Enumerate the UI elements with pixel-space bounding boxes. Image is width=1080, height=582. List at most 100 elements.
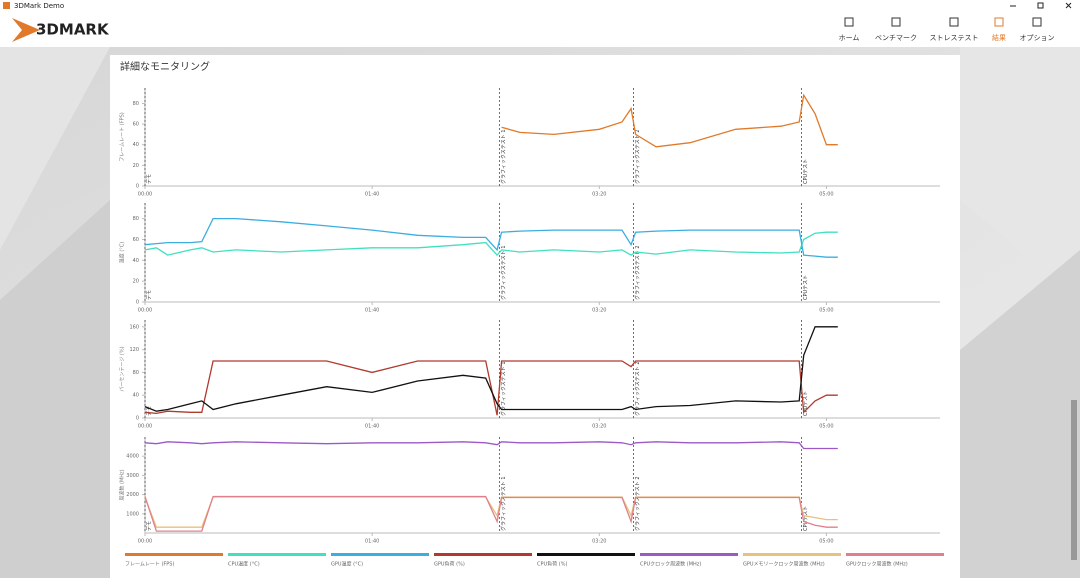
y-tick-label: 20 bbox=[133, 163, 139, 169]
y-tick-label: 80 bbox=[133, 101, 139, 107]
nav-icon[interactable] bbox=[1032, 17, 1042, 27]
y-tick-label: 60 bbox=[133, 122, 139, 128]
legend-label[interactable]: GPUクロック周波数 (MHz) bbox=[846, 561, 908, 568]
legend-swatch[interactable] bbox=[331, 553, 429, 556]
y-tick-label: 2000 bbox=[126, 492, 139, 498]
marker-label: CPUテスト bbox=[803, 391, 809, 416]
marker-label: デモ bbox=[146, 406, 153, 416]
marker-label: CPUテスト bbox=[803, 159, 809, 184]
series-line bbox=[144, 231, 838, 257]
legend-label[interactable]: フレームレート (FPS) bbox=[125, 562, 174, 568]
marker-label: グラフィックステスト 1 bbox=[500, 245, 507, 300]
x-tick-label: 01:40 bbox=[365, 192, 379, 198]
y-tick-label: 20 bbox=[133, 279, 139, 285]
nav-item[interactable]: オプション bbox=[1020, 34, 1055, 42]
legend-swatch[interactable] bbox=[434, 553, 532, 556]
marker-label: グラフィックステスト 1 bbox=[500, 361, 507, 416]
bg-shape bbox=[960, 250, 1080, 578]
y-tick-label: 40 bbox=[133, 393, 139, 399]
y-tick-label: 0 bbox=[136, 416, 139, 422]
marker-label: CPUテスト bbox=[803, 275, 809, 300]
legend-label[interactable]: GPU負荷 (%) bbox=[434, 561, 465, 568]
legend-label[interactable]: GPU温度 (°C) bbox=[331, 561, 363, 568]
y-axis-label: パーセンテージ (%) bbox=[120, 346, 126, 391]
series-line bbox=[144, 217, 838, 258]
maximize-button[interactable] bbox=[1037, 2, 1044, 9]
nav-item[interactable]: 結果 bbox=[992, 33, 1006, 42]
scrollbar[interactable] bbox=[1071, 400, 1077, 560]
close-button[interactable] bbox=[1065, 2, 1072, 9]
marker-label: グラフィックステスト 2 bbox=[634, 245, 641, 300]
y-tick-label: 160 bbox=[129, 324, 139, 330]
x-tick-label: 01:40 bbox=[365, 308, 379, 314]
marker-label: CPUテスト bbox=[803, 506, 809, 531]
marker-label: デモ bbox=[146, 521, 153, 531]
nav-item[interactable]: ホーム bbox=[839, 34, 860, 42]
legend-swatch[interactable] bbox=[743, 553, 841, 556]
y-tick-label: 80 bbox=[133, 370, 139, 376]
window-title: 3DMark Demo bbox=[14, 2, 64, 10]
series-line bbox=[501, 93, 838, 148]
series-line bbox=[144, 495, 838, 532]
x-tick-label: 03:20 bbox=[592, 424, 606, 430]
y-tick-label: 4000 bbox=[126, 454, 139, 460]
x-tick-label: 05:00 bbox=[819, 424, 833, 430]
marker-label: グラフィックステスト 2 bbox=[634, 476, 641, 531]
y-tick-label: 80 bbox=[133, 216, 139, 222]
legend-label[interactable]: CPUクロック周波数 (MHz) bbox=[640, 561, 701, 568]
x-tick-label: 05:00 bbox=[819, 192, 833, 198]
nav-icon[interactable] bbox=[891, 17, 901, 27]
panel bbox=[110, 55, 960, 578]
bg-shape bbox=[0, 200, 110, 578]
nav-icon[interactable] bbox=[949, 17, 959, 27]
legend-swatch[interactable] bbox=[846, 553, 944, 556]
x-tick-label: 05:00 bbox=[819, 539, 833, 545]
legend-swatch[interactable] bbox=[228, 553, 326, 556]
nav-icon[interactable] bbox=[844, 17, 854, 27]
panel-title: 詳細なモニタリング bbox=[120, 60, 210, 73]
x-tick-label: 01:40 bbox=[365, 539, 379, 545]
series-line bbox=[144, 360, 838, 416]
legend-label[interactable]: CPU負荷 (%) bbox=[537, 561, 567, 568]
nav-item[interactable]: ベンチマーク bbox=[875, 34, 917, 42]
x-tick-label: 05:00 bbox=[819, 308, 833, 314]
series-line bbox=[144, 441, 838, 450]
y-axis-label: 周波数 (MHz) bbox=[119, 469, 126, 500]
logo-mark bbox=[12, 18, 40, 42]
legend-label[interactable]: GPUメモリークロック周波数 (MHz) bbox=[743, 561, 825, 568]
marker-label: グラフィックステスト 2 bbox=[634, 361, 641, 416]
title-bar bbox=[0, 0, 1080, 12]
x-tick-label: 00:00 bbox=[138, 192, 152, 198]
header bbox=[0, 12, 1080, 47]
y-tick-label: 120 bbox=[129, 347, 139, 353]
nav-icon[interactable] bbox=[994, 17, 1004, 27]
y-tick-label: 0 bbox=[136, 300, 139, 306]
y-tick-label: 1000 bbox=[126, 511, 139, 517]
marker-label: グラフィックステスト 1 bbox=[500, 476, 507, 531]
logo-text: 3DMARK bbox=[36, 21, 110, 39]
x-tick-label: 03:20 bbox=[592, 308, 606, 314]
y-axis-label: 温度 (°C) bbox=[119, 242, 126, 264]
legend-swatch[interactable] bbox=[125, 553, 223, 556]
y-tick-label: 60 bbox=[133, 237, 139, 243]
bg-shape bbox=[960, 47, 1080, 300]
nav-item[interactable]: ストレステスト bbox=[930, 34, 979, 42]
app-icon bbox=[3, 2, 10, 9]
x-tick-label: 03:20 bbox=[592, 539, 606, 545]
legend-label[interactable]: CPU温度 (°C) bbox=[228, 561, 260, 568]
legend-swatch[interactable] bbox=[640, 553, 738, 556]
y-tick-label: 3000 bbox=[126, 473, 139, 479]
x-tick-label: 01:40 bbox=[365, 424, 379, 430]
y-tick-label: 40 bbox=[133, 258, 139, 264]
x-tick-label: 00:00 bbox=[138, 539, 152, 545]
series-line bbox=[144, 326, 838, 412]
x-tick-label: 03:20 bbox=[592, 192, 606, 198]
y-tick-label: 40 bbox=[133, 142, 139, 148]
y-tick-label: 0 bbox=[136, 184, 139, 190]
x-tick-label: 00:00 bbox=[138, 424, 152, 430]
marker-label: デモ bbox=[146, 174, 153, 184]
x-tick-label: 00:00 bbox=[138, 308, 152, 314]
legend-swatch[interactable] bbox=[537, 553, 635, 556]
